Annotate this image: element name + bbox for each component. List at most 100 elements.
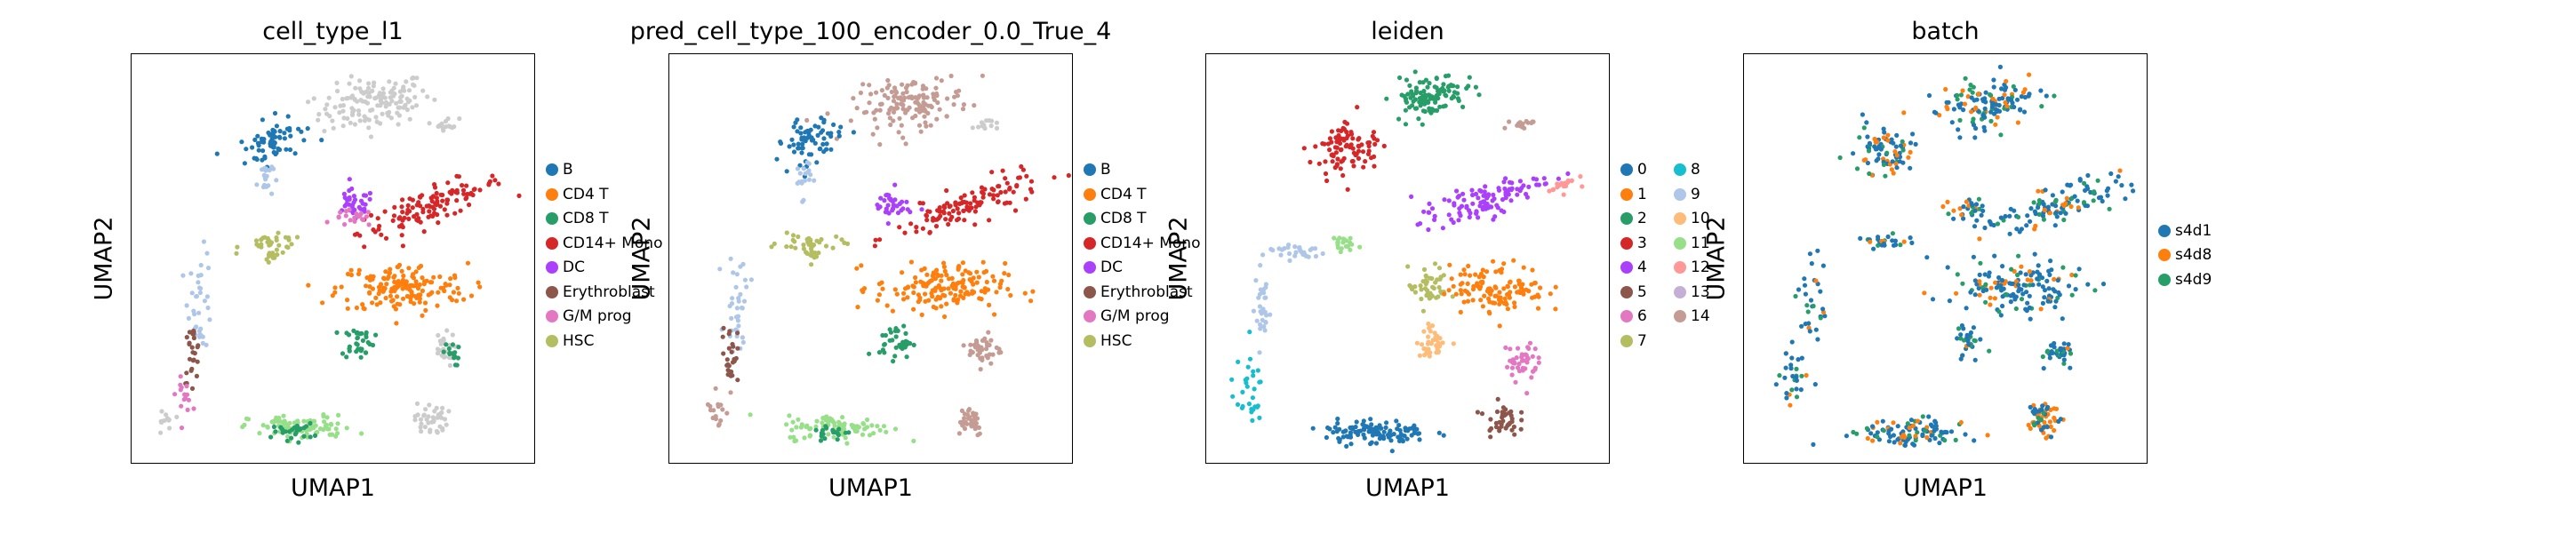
- data-point: [1421, 266, 1428, 272]
- data-point: [876, 205, 881, 211]
- data-point: [367, 190, 372, 196]
- data-point: [189, 386, 196, 391]
- data-point: [1509, 427, 1515, 433]
- data-point: [1338, 166, 1343, 171]
- data-point: [1913, 438, 1918, 443]
- data-point: [932, 217, 938, 222]
- legend-label: 14: [1691, 307, 1710, 325]
- data-point: [1809, 261, 1814, 266]
- data-point: [1329, 139, 1334, 145]
- data-point: [1489, 426, 1494, 431]
- data-point: [955, 206, 960, 211]
- data-point: [437, 203, 444, 209]
- data-point: [287, 147, 293, 153]
- data-point: [2052, 345, 2057, 350]
- data-point: [1371, 428, 1376, 434]
- data-point: [383, 295, 388, 301]
- data-point: [334, 330, 340, 335]
- data-point: [1337, 235, 1342, 241]
- data-point: [2040, 284, 2045, 290]
- data-point: [2052, 93, 2057, 99]
- data-point: [897, 225, 902, 230]
- data-point: [917, 105, 923, 110]
- data-point: [890, 308, 895, 314]
- data-point: [911, 290, 916, 296]
- data-point: [2033, 211, 2038, 217]
- data-point: [854, 266, 860, 271]
- data-point: [904, 89, 909, 95]
- point-cluster: [1858, 231, 1915, 251]
- data-point: [254, 182, 260, 187]
- data-point: [1908, 140, 1914, 146]
- data-point: [349, 106, 355, 111]
- data-point: [1268, 246, 1274, 252]
- data-point: [791, 124, 796, 130]
- data-point: [891, 109, 897, 115]
- data-point: [454, 298, 460, 304]
- data-point: [2012, 297, 2018, 302]
- data-point: [365, 210, 371, 215]
- data-point: [450, 332, 455, 338]
- data-point: [802, 435, 807, 441]
- data-point: [717, 266, 723, 272]
- data-point: [362, 206, 367, 211]
- data-point: [1421, 209, 1427, 214]
- data-point: [1434, 350, 1439, 355]
- legend-marker: [1084, 285, 1096, 298]
- data-point: [824, 141, 829, 147]
- data-point: [960, 107, 966, 112]
- data-point: [835, 437, 840, 442]
- data-point: [1994, 285, 1999, 290]
- plot-area: [1743, 53, 2148, 464]
- data-point: [1500, 197, 1506, 203]
- data-point: [1998, 313, 2004, 318]
- data-point: [809, 246, 814, 251]
- data-point: [875, 424, 880, 429]
- data-point: [375, 216, 380, 221]
- data-point: [2066, 342, 2071, 347]
- data-point: [774, 156, 780, 162]
- data-point: [2011, 84, 2016, 89]
- data-point: [256, 143, 261, 148]
- data-point: [1820, 263, 1826, 268]
- data-point: [2048, 259, 2053, 264]
- data-point: [879, 88, 884, 93]
- data-point: [914, 107, 919, 112]
- data-point: [1503, 345, 1508, 350]
- data-point: [892, 287, 898, 292]
- data-point: [351, 328, 356, 333]
- data-point: [1414, 340, 1420, 346]
- data-point: [394, 321, 399, 326]
- data-point: [240, 424, 245, 430]
- data-point: [801, 166, 806, 171]
- data-point: [1337, 137, 1342, 142]
- data-point: [1870, 438, 1876, 443]
- data-point: [421, 229, 427, 235]
- data-point: [802, 178, 808, 183]
- data-point: [323, 107, 328, 112]
- legend-label: Erythroblast: [1100, 282, 1193, 301]
- data-point: [1998, 132, 2004, 138]
- data-point: [432, 97, 437, 102]
- data-point: [1516, 346, 1521, 351]
- data-point: [456, 174, 461, 179]
- data-point: [790, 237, 796, 243]
- data-point: [1531, 176, 1536, 181]
- data-point: [1372, 141, 1378, 147]
- data-point: [420, 288, 425, 293]
- data-point: [1891, 433, 1896, 438]
- data-point: [1345, 187, 1350, 192]
- data-point: [1799, 373, 1804, 378]
- data-point: [1343, 144, 1348, 149]
- data-point: [926, 280, 932, 285]
- data-point: [1946, 211, 1951, 217]
- data-point: [971, 282, 976, 287]
- data-point: [418, 263, 424, 269]
- data-point: [1898, 243, 1903, 248]
- data-point: [1247, 330, 1252, 335]
- legend-marker: [1674, 236, 1686, 250]
- data-point: [908, 221, 914, 227]
- data-point: [1960, 88, 1965, 93]
- data-point: [389, 99, 395, 104]
- data-point: [1894, 153, 1900, 158]
